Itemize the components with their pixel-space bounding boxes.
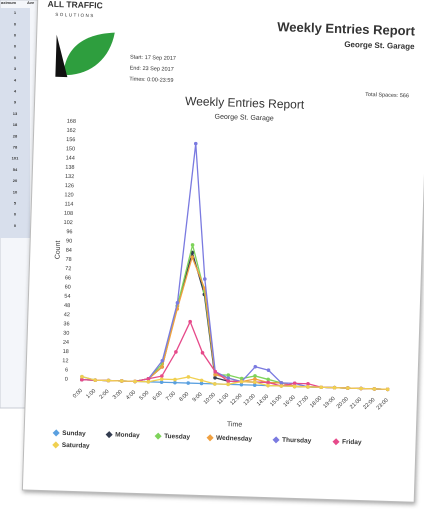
y-tick-label: 126 — [65, 183, 74, 189]
y-tick-label: 102 — [63, 220, 72, 226]
legend-label: Wednesday — [216, 435, 253, 443]
legend-label: Friday — [342, 439, 362, 447]
legend-label: Tuesday — [164, 433, 190, 441]
y-tick-label: 36 — [63, 321, 69, 327]
y-tick-label: 144 — [66, 155, 75, 161]
back-cell: 18 — [13, 122, 18, 127]
back-cell: 54 — [13, 167, 18, 172]
y-tick-label: 42 — [64, 312, 70, 318]
y-tick-label: 30 — [63, 330, 69, 336]
y-tick-label: 6 — [65, 367, 68, 373]
y-tick-label: 12 — [62, 358, 68, 364]
y-tick-label: 78 — [65, 257, 71, 263]
y-tick-label: 114 — [64, 201, 73, 207]
back-cell: 20 — [13, 178, 18, 183]
y-tick-label: 90 — [66, 238, 72, 244]
back-cell: 28 — [13, 133, 18, 138]
y-tick-label: 156 — [66, 137, 75, 143]
legend-label: Sunday — [62, 430, 86, 438]
back-column-header: Ave — [27, 0, 35, 5]
y-tick-label: 84 — [66, 248, 72, 254]
logo-text: ALL TRAFFIC — [47, 0, 102, 10]
y-tick-label: 24 — [63, 340, 69, 346]
back-cell: 101 — [12, 156, 19, 161]
screenshot: aximum Ave 10000344913182878101542010500… — [0, 0, 424, 509]
y-tick-label: 66 — [65, 275, 71, 281]
y-tick-label: 120 — [64, 192, 73, 198]
x-axis-label: Time — [227, 421, 243, 428]
y-tick-label: 0 — [65, 377, 68, 383]
y-tick-label: 18 — [63, 349, 69, 355]
legend-label: Thursday — [282, 437, 312, 445]
y-tick-label: 108 — [64, 211, 73, 217]
y-tick-label: 168 — [67, 119, 76, 125]
y-tick-label: 60 — [65, 284, 71, 290]
y-tick-label: 72 — [65, 266, 71, 272]
legend-label: Monday — [115, 432, 140, 440]
y-tick-label: 162 — [66, 128, 75, 134]
legend-label: Saturday — [62, 442, 90, 450]
back-cell: 10 — [13, 189, 18, 194]
y-tick-label: 132 — [65, 174, 74, 180]
back-cell: 13 — [13, 111, 18, 116]
y-tick-label: 48 — [64, 303, 70, 309]
back-column-header: aximum — [1, 0, 17, 5]
y-axis-label: Count — [54, 240, 62, 259]
y-tick-label: 96 — [66, 229, 72, 235]
back-cell: 78 — [13, 144, 18, 149]
y-tick-label: 54 — [64, 294, 70, 300]
document-paper — [22, 0, 424, 502]
page: aximum Ave 10000344913182878101542010500… — [0, 0, 424, 509]
document: ALL TRAFFIC SOLUTIONS Weekly Entries Rep… — [22, 0, 424, 502]
y-tick-label: 150 — [66, 146, 75, 152]
y-tick-label: 138 — [65, 165, 74, 171]
